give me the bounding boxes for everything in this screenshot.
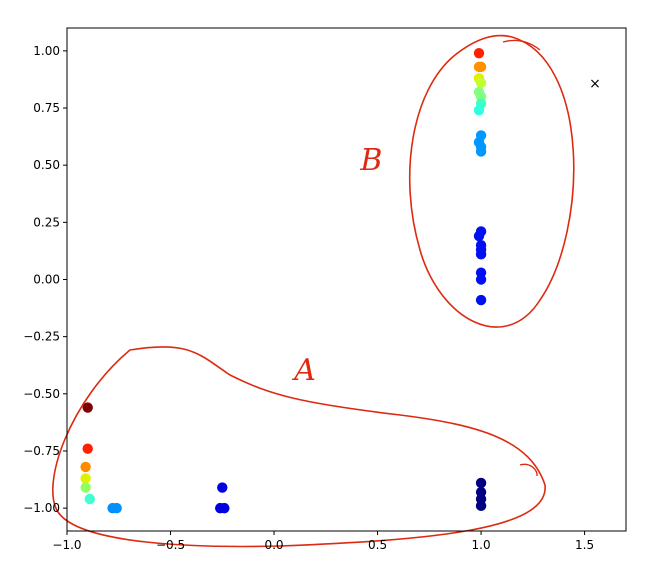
scatter-point [475, 500, 487, 512]
cluster-b-outline [408, 34, 575, 328]
x-tick-label: 1.0 [472, 538, 491, 552]
y-tick-label: −1.00 [23, 501, 60, 515]
scatter-point [80, 461, 91, 473]
x-tick-label: 1.5 [575, 538, 594, 552]
x-tick-label: −0.5 [156, 538, 185, 552]
scatter-point [475, 61, 487, 73]
scatter-point [217, 482, 228, 493]
cluster-a-outline [52, 346, 546, 548]
scatter-point [475, 274, 487, 285]
y-tick-label: 1.00 [33, 44, 60, 58]
plot-area: × [80, 47, 601, 514]
y-tick-label: −0.75 [23, 444, 60, 458]
scatter-point [80, 473, 91, 484]
x-tick-label: −1.0 [52, 538, 81, 552]
scatter-point [84, 493, 95, 505]
scatter-point [219, 502, 230, 514]
x-tick-label: 0.5 [368, 538, 387, 552]
scatter-point [473, 105, 485, 116]
scatter-point [80, 482, 91, 493]
cluster-label-b: B [359, 143, 382, 178]
y-tick-label: 0.75 [33, 101, 60, 115]
annotation-layer: AB [52, 34, 575, 548]
scatter-point [475, 146, 487, 157]
scatter-point [111, 502, 122, 514]
y-tick-label: 0.00 [33, 273, 60, 287]
scatter-point [82, 443, 93, 454]
scatter-point [475, 477, 487, 489]
scatter-point [475, 249, 487, 260]
x-tick-label: 0.0 [264, 538, 283, 552]
y-tick-label: −0.50 [23, 387, 60, 401]
x-marker: × [589, 76, 601, 92]
cluster-label-a: A [291, 353, 316, 388]
y-tick-label: 0.25 [33, 215, 60, 229]
scatter-point [475, 77, 487, 89]
cluster-b-outline-tail [502, 39, 541, 51]
cluster-a-outline-tail [519, 463, 538, 477]
y-tick-label: −0.25 [23, 330, 60, 344]
scatter-point [82, 402, 93, 413]
y-tick-label: 0.50 [33, 158, 60, 172]
scatter-point [475, 294, 487, 306]
scatter-point [473, 47, 485, 59]
scatter-point [473, 230, 485, 242]
